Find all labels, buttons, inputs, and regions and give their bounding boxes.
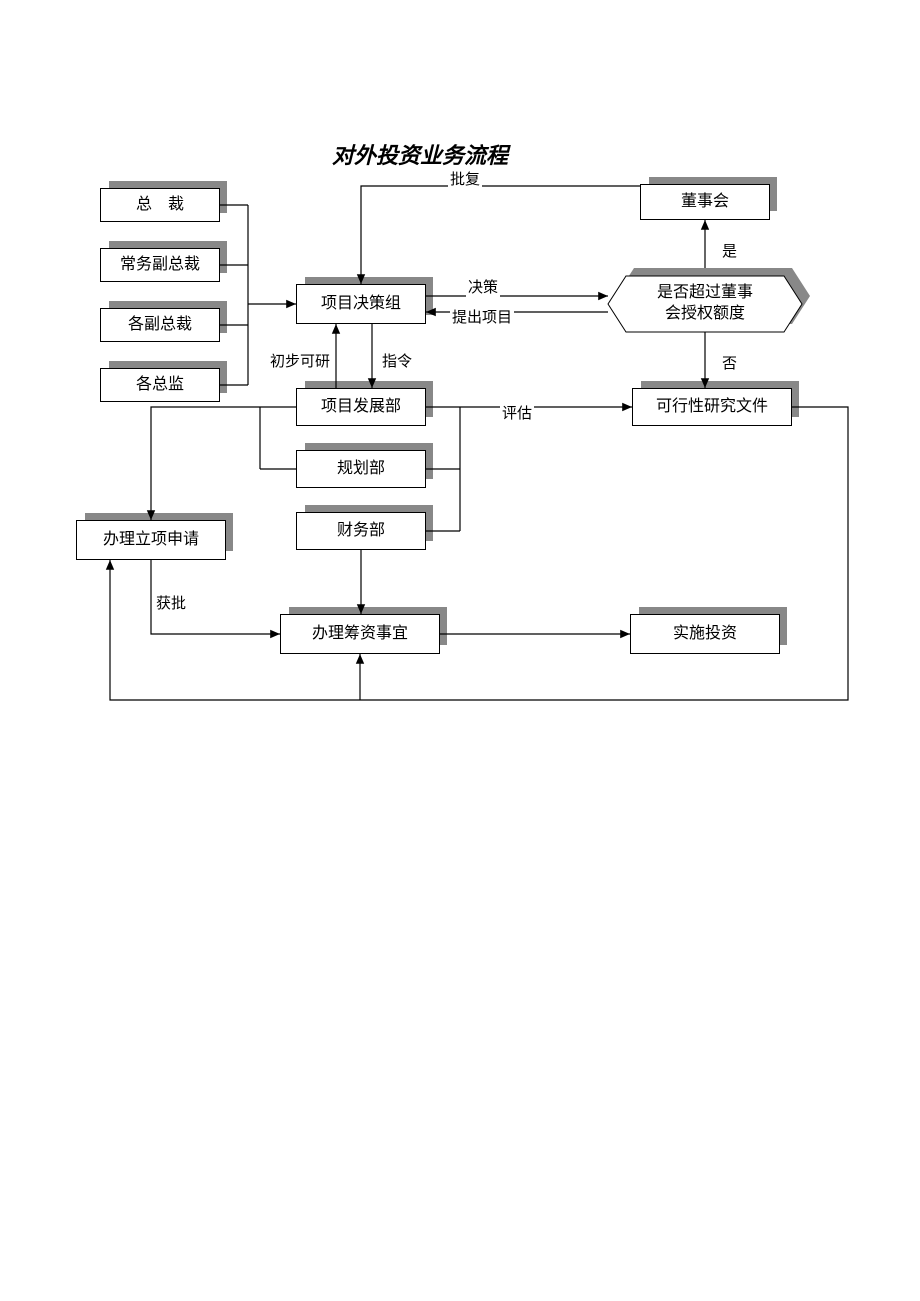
- node-label: 总 裁: [128, 191, 192, 220]
- node-fundraising: 办理筹资事宜: [280, 614, 440, 654]
- node-label: 规划部: [329, 455, 393, 484]
- lbl_propose: 提出项目: [450, 306, 514, 327]
- node-label: 董事会: [673, 188, 737, 217]
- node-decision_grp: 项目决策组: [296, 284, 426, 324]
- chart-title: 对外投资业务流程: [332, 138, 508, 170]
- node-implement: 实施投资: [630, 614, 780, 654]
- node-label: 办理立项申请: [95, 526, 207, 555]
- node-finance: 财务部: [296, 512, 426, 550]
- node-planning: 规划部: [296, 450, 426, 488]
- node-dev_dept: 项目发展部: [296, 388, 426, 426]
- node-label: 项目决策组: [313, 290, 409, 319]
- node-label: 常务副总裁: [112, 251, 208, 280]
- node-label: 可行性研究文件: [648, 393, 776, 422]
- lbl_no: 否: [720, 352, 739, 373]
- lbl_order: 指令: [380, 350, 414, 371]
- lbl_granted: 获批: [154, 592, 188, 613]
- lbl_prelim: 初步可研: [268, 350, 332, 371]
- node-president: 总 裁: [100, 188, 220, 222]
- node-exec_vp: 常务副总裁: [100, 248, 220, 282]
- node-directors: 各总监: [100, 368, 220, 402]
- node-feasibility: 可行性研究文件: [632, 388, 792, 426]
- node-label: 办理筹资事宜: [304, 620, 416, 649]
- node-label: 各总监: [128, 371, 192, 400]
- flowchart-canvas: 对外投资业务流程 总 裁常务副总裁各副总裁各总监 项目决策组项目发展部规划部财务部…: [0, 0, 920, 1301]
- lbl_decision: 决策: [466, 276, 500, 297]
- node-apply: 办理立项申请: [76, 520, 226, 560]
- node-label: 项目发展部: [313, 393, 409, 422]
- node-exceed: 是否超过董事 会授权额度: [608, 276, 802, 332]
- lbl_eval: 评估: [500, 402, 534, 423]
- node-label: 各副总裁: [120, 311, 200, 340]
- node-label: 实施投资: [665, 620, 745, 649]
- lbl_yes: 是: [720, 240, 739, 261]
- node-vps: 各副总裁: [100, 308, 220, 342]
- node-board: 董事会: [640, 184, 770, 220]
- node-label: 是否超过董事 会授权额度: [639, 283, 771, 325]
- node-label: 财务部: [329, 517, 393, 546]
- lbl_approve: 批复: [448, 168, 482, 189]
